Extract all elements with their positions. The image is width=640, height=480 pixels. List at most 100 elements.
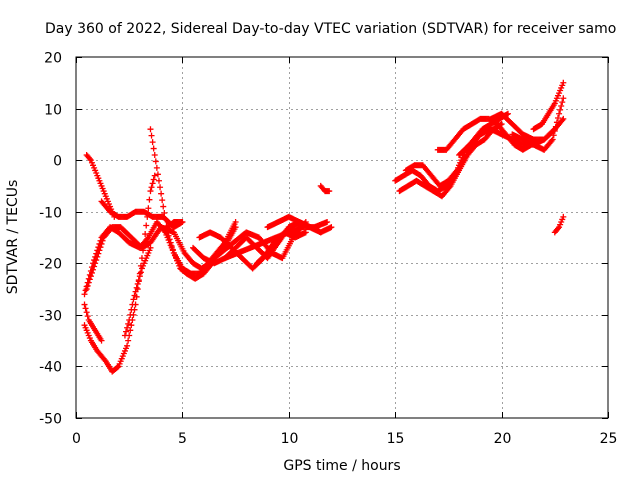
data-point xyxy=(148,184,155,191)
data-point xyxy=(127,327,134,334)
series-track-4 xyxy=(81,172,158,375)
data-point xyxy=(97,237,104,244)
data-point xyxy=(88,264,95,271)
data-point xyxy=(179,219,186,226)
x-tick-label: 20 xyxy=(494,431,512,447)
data-point xyxy=(124,342,131,349)
data-point xyxy=(86,155,93,162)
y-tick-label: -20 xyxy=(39,257,62,273)
data-point xyxy=(137,269,144,276)
series-track-15 xyxy=(264,213,324,236)
data-point xyxy=(166,236,173,243)
data-point xyxy=(114,364,121,371)
y-axis-ticks: -50 -40 -30 -20 -10 0 10 20 xyxy=(39,51,608,428)
data-point xyxy=(81,291,88,298)
data-point xyxy=(125,320,132,327)
data-point xyxy=(147,126,154,133)
data-point xyxy=(150,176,157,183)
y-tick-label: 10 xyxy=(44,103,62,119)
x-axis-label: GPS time / hours xyxy=(283,458,400,474)
data-point xyxy=(83,309,90,316)
data-point xyxy=(552,123,559,130)
series-track-1 xyxy=(83,151,118,220)
y-axis-label: SDTVAR / TECUs xyxy=(5,180,21,295)
data-point xyxy=(446,184,453,191)
series-track-23 xyxy=(509,95,567,153)
data-point xyxy=(94,247,101,254)
data-point xyxy=(559,99,566,106)
data-point xyxy=(123,328,130,335)
data-point xyxy=(146,196,153,203)
data-point xyxy=(147,244,154,251)
data-point xyxy=(149,139,156,146)
data-point xyxy=(153,164,160,171)
data-point xyxy=(98,337,105,344)
data-point xyxy=(556,110,563,117)
data-point xyxy=(125,337,132,344)
data-point xyxy=(144,235,151,242)
data-point xyxy=(84,279,91,286)
data-point xyxy=(160,203,167,210)
chart-title: Day 360 of 2022, Sidereal Day-to-day VTE… xyxy=(45,21,616,37)
data-point xyxy=(136,273,143,280)
data-point xyxy=(553,119,560,126)
plot-points xyxy=(81,79,567,375)
data-point xyxy=(326,188,333,195)
data-point xyxy=(87,268,94,275)
data-point xyxy=(560,79,567,86)
data-point xyxy=(504,110,511,117)
data-point xyxy=(452,168,459,175)
data-point xyxy=(149,180,156,187)
data-point xyxy=(86,271,93,278)
data-point xyxy=(148,132,155,139)
data-point xyxy=(134,280,141,287)
data-point xyxy=(167,239,174,246)
data-point xyxy=(127,311,134,318)
data-point xyxy=(85,275,92,282)
data-point xyxy=(151,172,158,179)
data-point xyxy=(157,184,164,191)
x-tick-label: 5 xyxy=(178,431,187,447)
data-point xyxy=(232,219,239,226)
series-track-7 xyxy=(147,126,216,282)
data-point xyxy=(140,247,147,254)
data-point xyxy=(159,197,166,204)
data-point xyxy=(324,219,331,226)
data-point xyxy=(90,260,97,267)
data-point xyxy=(132,288,139,295)
data-point xyxy=(560,115,567,122)
series-track-5 xyxy=(81,301,105,344)
data-point xyxy=(548,137,555,144)
x-tick-label: 25 xyxy=(600,431,618,447)
data-point xyxy=(558,102,565,109)
data-point xyxy=(131,292,138,299)
data-point xyxy=(550,132,557,139)
data-point xyxy=(133,284,140,291)
data-point xyxy=(124,324,131,331)
data-point xyxy=(559,117,566,124)
data-point xyxy=(128,306,135,313)
y-tick-label: -40 xyxy=(39,360,62,376)
data-point xyxy=(82,287,89,294)
data-point xyxy=(84,313,91,320)
y-tick-label: 20 xyxy=(44,51,62,67)
data-point xyxy=(92,253,99,260)
data-point xyxy=(302,229,309,236)
data-point xyxy=(158,190,165,197)
data-point xyxy=(155,177,162,184)
series-track-25 xyxy=(551,213,567,236)
data-point xyxy=(126,317,133,324)
data-point xyxy=(121,332,128,339)
data-point xyxy=(93,250,100,257)
data-point xyxy=(557,106,564,113)
data-point xyxy=(560,213,567,220)
data-point xyxy=(169,246,176,253)
data-point xyxy=(164,229,171,236)
y-tick-label: -50 xyxy=(39,412,62,428)
x-axis-ticks: 0 5 10 15 20 25 xyxy=(72,57,617,447)
data-point xyxy=(145,205,152,212)
data-point xyxy=(328,224,335,231)
data-point xyxy=(154,171,161,178)
data-point xyxy=(554,115,561,122)
plot-border xyxy=(75,56,609,419)
